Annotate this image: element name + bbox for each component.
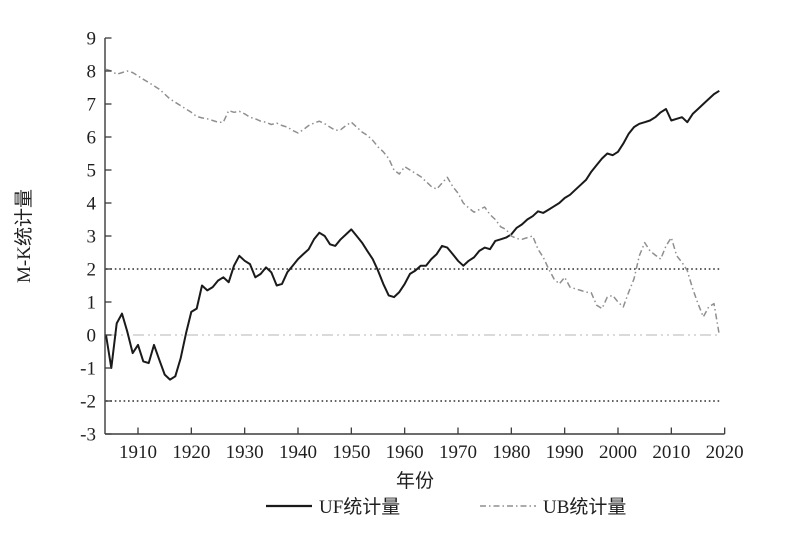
- x-tick-label: 1930: [226, 442, 264, 463]
- tick-labels: -3 -2 -1 0 1 2 3 4 5 6 7 8 9 1910 1920 1930 1940 1950 1960…: [80, 29, 743, 464]
- x-tick-label: 1910: [119, 442, 157, 463]
- y-tick-label: 7: [87, 95, 97, 116]
- x-tick-label: 2010: [652, 442, 690, 463]
- y-tick-label: 0: [87, 326, 97, 347]
- series-lines: [105, 68, 721, 381]
- x-tick-label: 2020: [706, 442, 744, 463]
- x-tick-label: 2000: [599, 442, 637, 463]
- y-tick-label: 5: [87, 161, 97, 182]
- y-tick-label: 4: [87, 194, 97, 215]
- x-tick-label: 1990: [546, 442, 584, 463]
- x-tick-label: 1920: [172, 442, 210, 463]
- y-tick-label: -2: [80, 392, 96, 413]
- x-tick-label: 1960: [386, 442, 424, 463]
- y-tick-label: 2: [87, 260, 97, 281]
- y-tick-label: 6: [87, 128, 97, 149]
- y-tick-label: -3: [80, 425, 96, 446]
- legend: UF统计量 UB统计量: [266, 496, 626, 518]
- uf-series-line: [105, 89, 720, 381]
- y-axis-title: M-K统计量: [13, 189, 35, 283]
- y-tick-label: -1: [80, 359, 96, 380]
- x-tick-label: 1980: [492, 442, 530, 463]
- x-tick-label: 1950: [332, 442, 370, 463]
- ub-series-line: [105, 68, 721, 336]
- axes: [104, 37, 726, 435]
- x-tick-label: 1940: [279, 442, 317, 463]
- x-tick-label: 1970: [439, 442, 477, 463]
- x-axis-title: 年份: [396, 470, 434, 492]
- ub-legend-label: UB统计量: [543, 496, 626, 518]
- y-tick-label: 3: [87, 227, 97, 248]
- uf-legend-label: UF统计量: [319, 496, 400, 518]
- y-tick-label: 1: [87, 293, 97, 314]
- y-tick-label: 8: [87, 62, 97, 83]
- reference-lines: [106, 268, 720, 402]
- y-tick-label: 9: [87, 29, 97, 50]
